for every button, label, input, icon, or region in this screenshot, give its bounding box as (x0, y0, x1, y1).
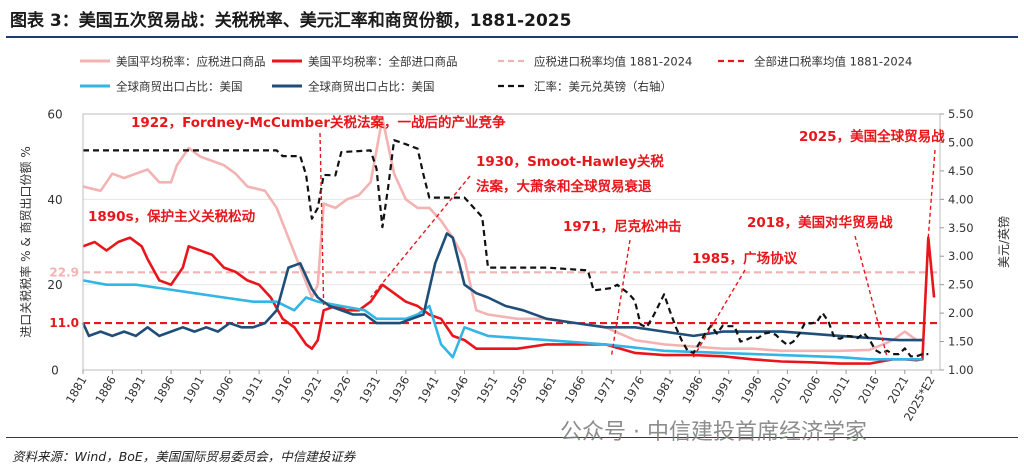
series-line-1 (82, 236, 936, 365)
legend-label-6: 汇率：美元兑英镑（右轴） (534, 80, 672, 94)
x-tick-label: 1941 (415, 374, 442, 406)
x-tick-label: 1951 (474, 374, 501, 406)
x-tick-label: 1986 (679, 374, 706, 406)
x-tick-label: 2001 (767, 374, 794, 406)
footer-rule (6, 437, 1018, 438)
series-lines (81, 117, 936, 365)
x-tick-label: 2011 (826, 374, 853, 406)
x-tick-label: 1946 (444, 374, 471, 406)
x-tick-label: 1956 (503, 374, 530, 406)
y2-tick-label: 3.50 (948, 221, 974, 235)
y2-tick-label: 5.50 (948, 107, 974, 121)
annotations: 1922，Fordney-McCumber关税法案，一战后的产业竞争 1930，S… (88, 114, 945, 358)
x-tick-label: 2016 (855, 374, 882, 406)
annotation-5: 2018，美国对华贸易战 (747, 214, 893, 231)
annotation-0: 1922，Fordney-McCumber关税法案，一战后的产业竞争 (131, 114, 506, 131)
x-tick-label: 1976 (620, 374, 647, 406)
annotation-1: 1930，Smoot-Hawley关税 (476, 153, 664, 170)
reference-label-1: 11.0 (49, 316, 79, 330)
x-tick-label: 1926 (327, 374, 354, 406)
annotation-arrow-7 (927, 149, 936, 238)
y2-tick-label: 2.50 (948, 278, 974, 292)
series-line-4 (83, 139, 929, 358)
x-tick-label: 1916 (268, 374, 295, 406)
y-tick-label: 20 (47, 278, 62, 292)
y2-axis-title: 美元/英镑 (996, 216, 1011, 268)
y-axis-title: 进口关税税率 % & 商贸出口份额 % (18, 146, 33, 337)
y2-tick-label: 1.50 (948, 335, 974, 349)
title-rule (6, 36, 1018, 38)
x-tick-label: 1966 (562, 374, 589, 406)
y-tick-label: 0 (51, 364, 59, 378)
x-tick-label: 1961 (532, 374, 559, 406)
annotation-arrow-6 (692, 269, 746, 358)
legend-label-5: 全球商贸出口占比：美国 (308, 80, 435, 94)
legend-label-4: 全球商贸出口占比：美国 (116, 80, 243, 94)
watermark-text: 公众号 · 中信建投首席经济学家 (560, 420, 867, 445)
annotation-arrow-4 (610, 239, 631, 358)
x-tick-label: 1891 (122, 374, 149, 406)
y2-tick-label: 4.50 (948, 164, 974, 178)
x-tick-label: 1906 (210, 374, 237, 406)
y-tick-label: 40 (47, 193, 62, 207)
x-tick-label: 1936 (386, 374, 413, 406)
series-line-3 (81, 232, 923, 342)
x-tick-label: 1896 (151, 374, 178, 406)
annotation-4: 1971，尼克松冲击 (563, 218, 682, 235)
legend: 美国平均税率：应税进口商品 美国平均税率：全部进口商品 应税进口税率均值 1881-… (80, 55, 912, 94)
y2-tick-label: 4.00 (948, 192, 974, 206)
x-tick-label: 2021 (885, 374, 912, 406)
x-tick-label: 1911 (239, 374, 266, 406)
annotation-6: 1985，广场协议 (692, 250, 798, 267)
source-note: 资料来源：Wind，BoE，美国国际贸易委员会，中信建投证券 (12, 449, 356, 464)
legend-label-2: 应税进口税率均值 1881-2024 (534, 55, 692, 69)
x-tick-label: 2006 (797, 374, 824, 406)
x-tick-label: 1886 (92, 374, 119, 406)
reference-label-0: 22.9 (49, 265, 79, 279)
x-tick-label: 1931 (356, 374, 383, 406)
chart-title: 图表 3：美国五次贸易战：关税税率、美元汇率和商贸份额，1881-2025 (10, 11, 572, 31)
y2-tick-label: 5.00 (948, 135, 974, 149)
x-tick-label: 1996 (738, 374, 765, 406)
reference-lines: 22.9 11.0 (49, 265, 940, 330)
annotation-arrow-1 (370, 175, 471, 298)
annotation-7: 2025，美国全球贸易战 (799, 128, 945, 145)
annotation-3: 1890s，保护主义关税松动 (88, 208, 256, 225)
x-tick-label: 1901 (180, 374, 207, 406)
x-tick-label: 1971 (591, 374, 618, 406)
legend-label-0: 美国平均税率：应税进口商品 (116, 55, 266, 69)
series-line-2 (82, 279, 923, 361)
x-tick-label: 1921 (298, 374, 325, 406)
x-tick-label: 1881 (63, 374, 90, 406)
y-tick-label: 60 (47, 108, 62, 122)
series-line-0 (82, 117, 923, 353)
grid (83, 198, 940, 286)
x-tick-label: 1981 (650, 374, 677, 406)
y2-tick-label: 1.00 (948, 363, 974, 377)
y2-tick-label: 3.00 (948, 249, 974, 263)
annotation-2: 法案，大萧条和全球贸易衰退 (476, 178, 652, 195)
annotation-arrow-0 (319, 132, 325, 307)
legend-label-3: 全部进口税率均值 1881-2024 (754, 55, 912, 69)
y2-tick-label: 2.00 (948, 306, 974, 320)
legend-label-1: 美国平均税率：全部进口商品 (308, 55, 458, 69)
plot-frame (82, 113, 941, 371)
x-tick-label: 1991 (709, 374, 736, 406)
